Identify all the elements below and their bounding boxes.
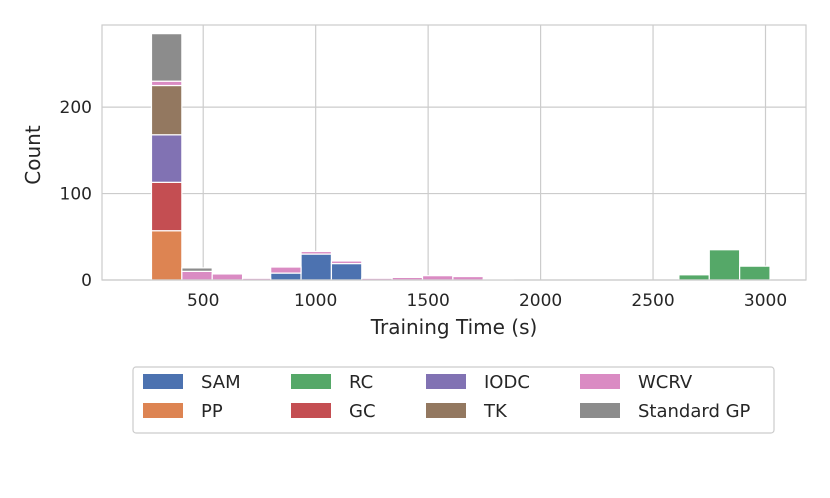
bar-wcrv xyxy=(300,250,333,255)
plot-frame xyxy=(101,24,807,281)
x-tick-label: 1000 xyxy=(294,291,337,311)
legend-swatch xyxy=(143,403,183,418)
bar-sam xyxy=(330,262,363,281)
bar-wcrv xyxy=(211,273,244,281)
bar-wcrv xyxy=(421,275,454,281)
bar-wcrv xyxy=(150,80,183,87)
bar-tk xyxy=(150,84,183,136)
legend-label: IODC xyxy=(484,372,530,393)
bar-sam xyxy=(270,272,302,281)
bar-pp xyxy=(150,230,183,281)
grid-lines xyxy=(102,25,806,281)
bar-rc xyxy=(739,265,771,281)
bar-wcrv xyxy=(270,266,302,274)
bar-standard-gp xyxy=(181,267,213,272)
legend-label: Standard GP xyxy=(638,401,751,422)
legend-swatch xyxy=(580,403,620,418)
bar-iodc xyxy=(150,134,183,183)
bar-wcrv xyxy=(330,260,363,265)
x-tick-label: 2500 xyxy=(631,291,674,311)
legend-label: RC xyxy=(349,372,373,393)
legend-label: SAM xyxy=(201,372,241,393)
bar-standard-gp xyxy=(150,33,183,82)
x-axis-ticks: 500 1000 1500 2000 2500 3000 xyxy=(187,291,787,311)
bar-gc xyxy=(150,181,183,232)
legend-swatch xyxy=(580,374,620,389)
x-tick-label: 500 xyxy=(187,291,219,311)
chart-legend: SAM PP RC GC IODC TK WCRV Standard GP xyxy=(132,366,775,434)
bar-rc xyxy=(708,249,741,281)
legend-label: WCRV xyxy=(638,372,693,393)
histogram-bars xyxy=(150,33,771,281)
y-tick-label: 200 xyxy=(60,98,92,118)
x-tick-label: 2000 xyxy=(519,291,562,311)
legend-label: PP xyxy=(201,401,223,422)
y-axis-ticks: 0 100 200 xyxy=(60,98,92,291)
bar-rc xyxy=(678,274,710,281)
legend-swatch xyxy=(426,403,466,418)
legend-swatch xyxy=(291,374,331,389)
legend-swatch xyxy=(426,374,466,389)
y-tick-label: 100 xyxy=(60,185,92,205)
legend-label: TK xyxy=(483,401,508,422)
legend-label: GC xyxy=(349,401,376,422)
legend-swatch xyxy=(291,403,331,418)
legend-swatch xyxy=(143,374,183,389)
x-tick-label: 1500 xyxy=(407,291,450,311)
y-tick-label: 0 xyxy=(81,271,92,291)
x-axis-label: Training Time (s) xyxy=(370,315,538,339)
y-axis-label: Count xyxy=(21,125,45,185)
x-tick-label: 3000 xyxy=(744,291,787,311)
bar-wcrv xyxy=(181,270,213,281)
bar-sam xyxy=(300,253,333,281)
